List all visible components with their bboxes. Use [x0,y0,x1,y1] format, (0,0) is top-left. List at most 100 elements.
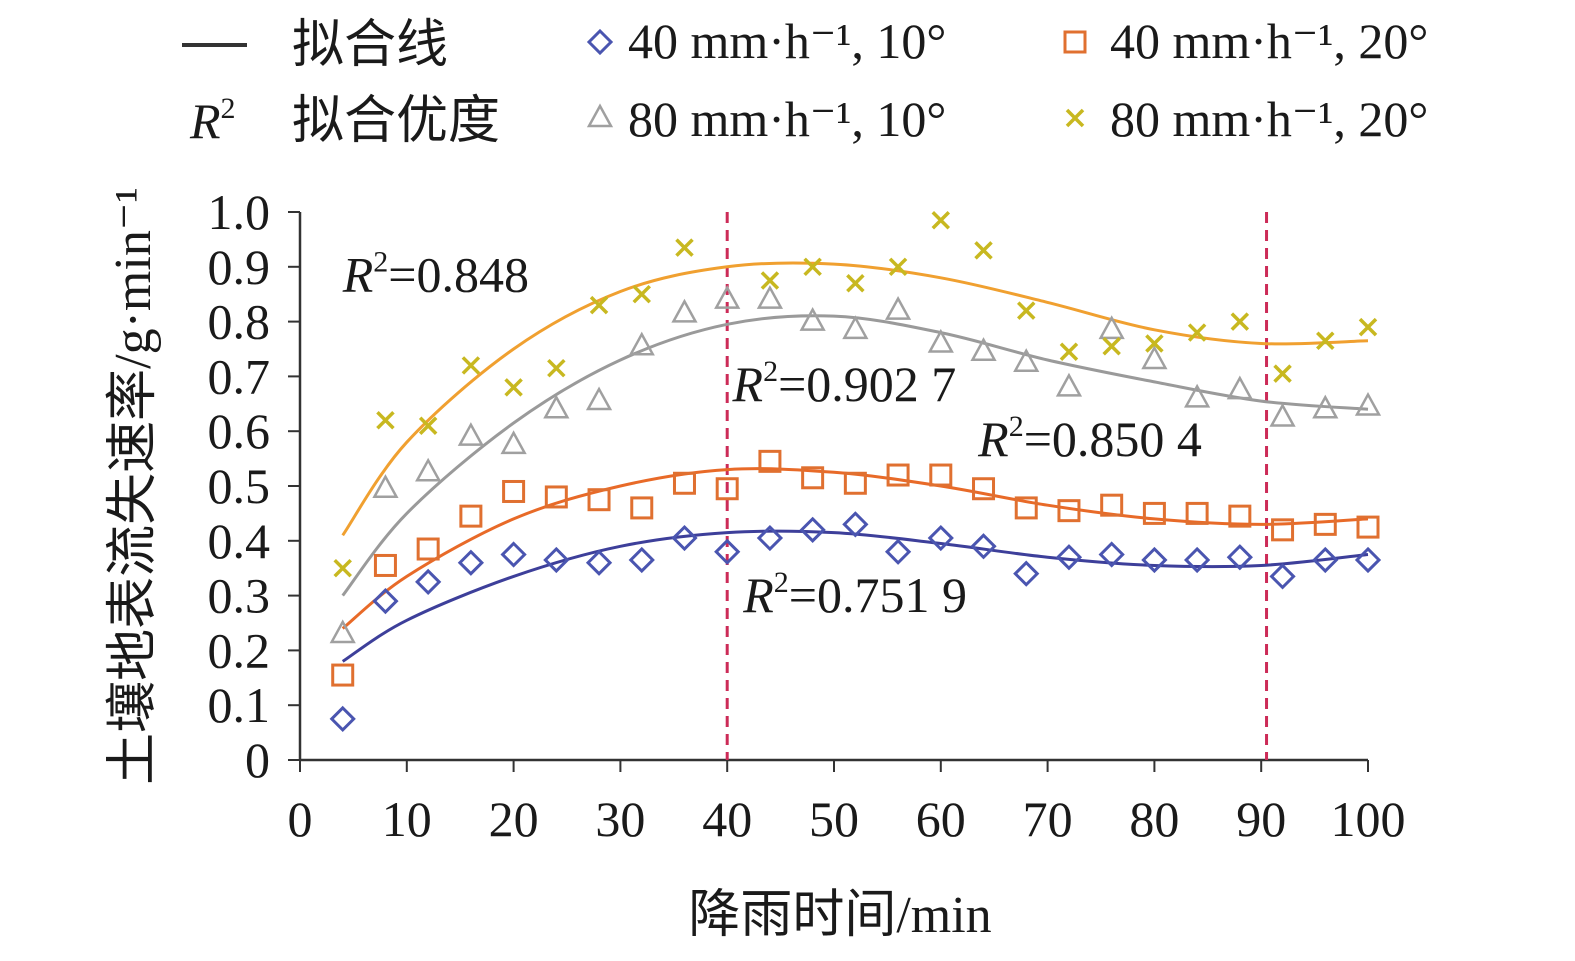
data-point-series-2 [842,315,869,340]
cross-stroke [333,558,352,578]
cross-stroke [760,271,780,290]
data-point-series-0 [756,524,784,552]
y-tick-label: 0.1 [208,677,271,733]
cross-stroke [1145,334,1164,353]
legend-r2-symbol-r: R [189,93,221,149]
data-point-series-1 [1057,499,1081,523]
r2-label-symbol: R [342,246,374,302]
r2-label-value: =0.902 7 [778,356,956,412]
data-point-series-1 [331,663,355,687]
legend-series-3-label: 80 mm·h⁻¹, 20° [1110,91,1428,147]
legend-r2-symbol-sup: 2 [221,92,236,125]
data-point-series-3 [888,257,908,277]
data-point-series-0 [671,524,698,552]
data-point-series-3 [1230,312,1250,331]
x-tick-label: 50 [809,791,859,847]
r2-label-sup: 2 [763,355,778,388]
cross-stroke [1230,312,1250,331]
cross-stroke [974,241,993,260]
data-point-series-3 [1102,337,1121,356]
r2-label-symbol: R [977,411,1009,467]
data-point-series-2 [372,474,399,498]
cross-stroke [589,295,609,315]
cross-stroke [418,416,438,435]
data-point-series-2 [1013,348,1040,372]
cross-stroke [504,378,523,397]
legend-r2-label: 拟合优度 [292,93,500,150]
data-point-series-3 [803,257,822,277]
data-point-series-1 [1356,515,1380,539]
data-point-series-0 [842,511,869,538]
data-point-series-1 [758,449,782,473]
data-point-series-2 [500,430,527,455]
data-point-series-2 [329,619,356,644]
x-tick-label: 10 [382,791,432,847]
data-point-series-1 [630,496,654,520]
fit-line-series-3 [341,261,1369,537]
data-point-series-0 [1312,546,1339,574]
data-point-series-3 [632,284,651,304]
cross-stroke [376,411,395,430]
legend-series-2-label: 80 mm·h⁻¹, 10° [628,91,946,147]
data-point-series-0 [970,533,997,560]
data-point-series-3 [846,274,865,293]
data-point-series-3 [333,558,352,578]
cross-stroke [1358,317,1378,337]
cross-stroke [675,238,694,257]
data-point-series-2 [457,422,484,446]
data-point-series-1 [502,479,526,503]
r2-label-value: =0.848 [388,246,529,302]
data-point-series-1 [1313,512,1337,536]
cross-stroke [632,284,651,304]
data-point-series-0 [1098,541,1125,568]
data-point-series-1 [1228,504,1252,528]
data-point-series-1 [929,463,953,487]
data-point-series-2 [714,285,741,309]
y-axis-label: 土壤地表流失速率/g·min⁻¹ [105,187,162,785]
data-point-series-3 [547,358,566,378]
cross-stroke [1187,323,1207,342]
x-tick-label: 70 [1023,791,1073,847]
y-tick-label: 0.8 [208,294,271,350]
cross-stroke [1065,108,1085,128]
data-point-series-2 [415,457,442,482]
data-point-series-1 [587,488,611,512]
data-point-series-0 [1354,546,1382,574]
r2-label-sup: 2 [373,245,388,278]
legend-series-0-label: 40 mm·h⁻¹, 10° [628,13,946,69]
data-point-series-3 [675,238,694,257]
r2-label-series-1: R2=0.850 4 [977,410,1202,467]
data-point-series-0 [585,549,613,576]
data-point-series-1 [886,463,910,487]
data-point-series-0 [1183,546,1211,574]
data-point-series-2 [1055,372,1083,397]
legend-r2-symbol: R2 [189,92,236,149]
r2-label-sup: 2 [774,566,789,599]
data-point-series-3 [1059,342,1079,361]
data-point-series-0 [799,516,826,543]
data-point-series-0 [543,546,570,574]
data-point-series-3 [504,378,523,397]
legend-marker-series-3 [1065,108,1085,128]
data-point-series-2 [671,298,698,323]
x-tick-label: 40 [702,791,752,847]
cross-stroke [931,210,951,230]
data-point-series-3 [1273,364,1292,383]
cross-stroke [1017,301,1036,320]
data-point-series-2 [927,328,954,353]
x-tick-label: 100 [1331,791,1406,847]
fit-line-series-2 [341,314,1369,597]
data-point-series-2 [1184,383,1211,408]
r2-label-value: =0.751 9 [789,567,967,623]
data-point-series-0 [329,705,356,733]
data-point-series-2 [543,394,570,419]
y-tick-label: 0.2 [208,622,271,678]
data-point-series-0 [1269,563,1296,590]
cross-stroke [1102,337,1121,356]
cross-stroke [1059,342,1079,361]
legend: 拟合线 R2 拟合优度 40 mm·h⁻¹, 10° 40 mm·h⁻¹, 20… [182,13,1428,150]
data-point-series-3 [461,356,481,375]
x-axis-label: 降雨时间/min [688,887,991,944]
data-point-series-0 [628,546,655,574]
data-point-series-0 [500,541,527,568]
